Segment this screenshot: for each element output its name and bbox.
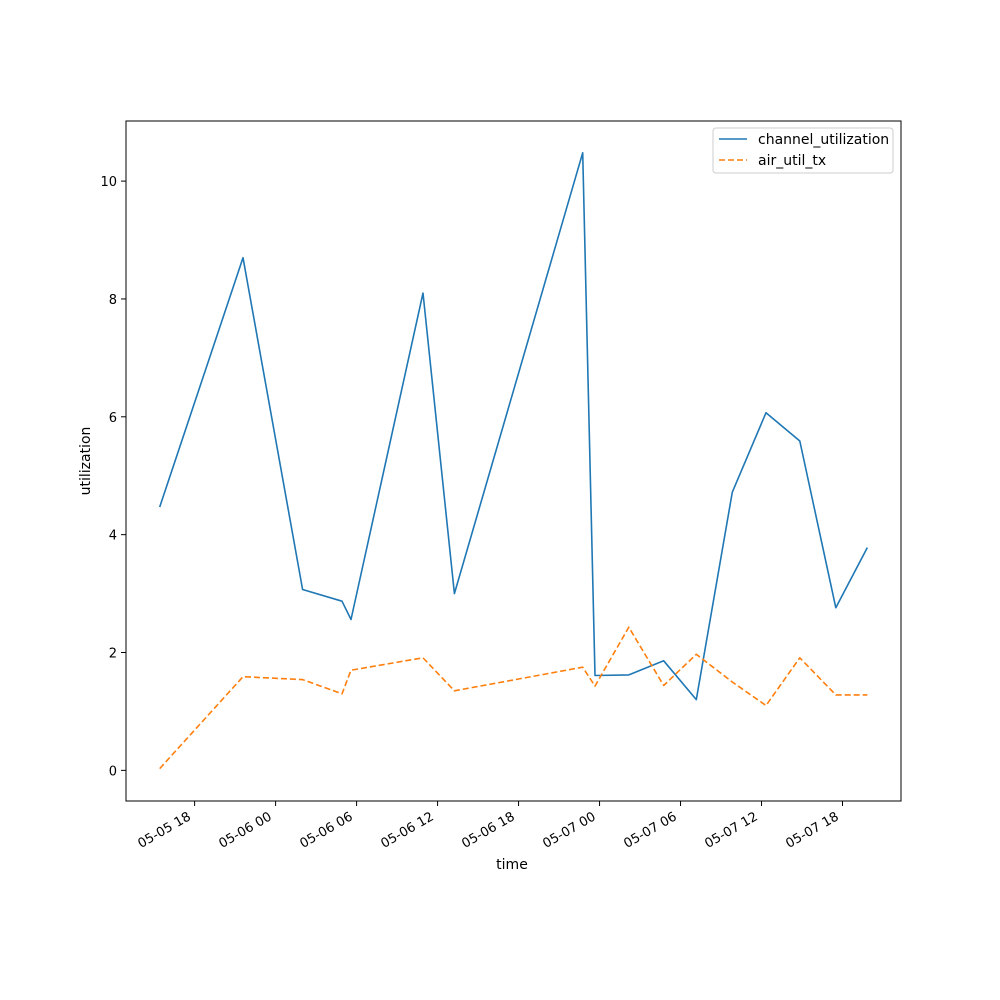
plot-area [126, 121, 901, 801]
legend-label-air-util-tx: air_util_tx [758, 153, 826, 169]
plot-frame [125, 120, 902, 802]
legend-box [712, 127, 894, 174]
series-line-channel-utilization [158, 152, 869, 701]
series-line-air-util-tx [159, 626, 868, 770]
x-axis-label: time [496, 857, 528, 873]
y-tick-label-3: 6 [109, 411, 117, 426]
y-tick-label-2: 4 [109, 529, 117, 544]
y-axis-label: utilization [78, 427, 94, 496]
y-tick-label-5: 10 [100, 175, 117, 190]
plot-background [126, 121, 901, 801]
y-tick-label-4: 8 [109, 293, 117, 308]
y-tick-label-1: 2 [109, 647, 117, 662]
legend: channel_utilization air_util_tx [712, 127, 894, 174]
series-layer [158, 152, 869, 770]
y-tick-label-0: 0 [109, 764, 117, 779]
legend-label-channel-utilization: channel_utilization [758, 132, 889, 148]
